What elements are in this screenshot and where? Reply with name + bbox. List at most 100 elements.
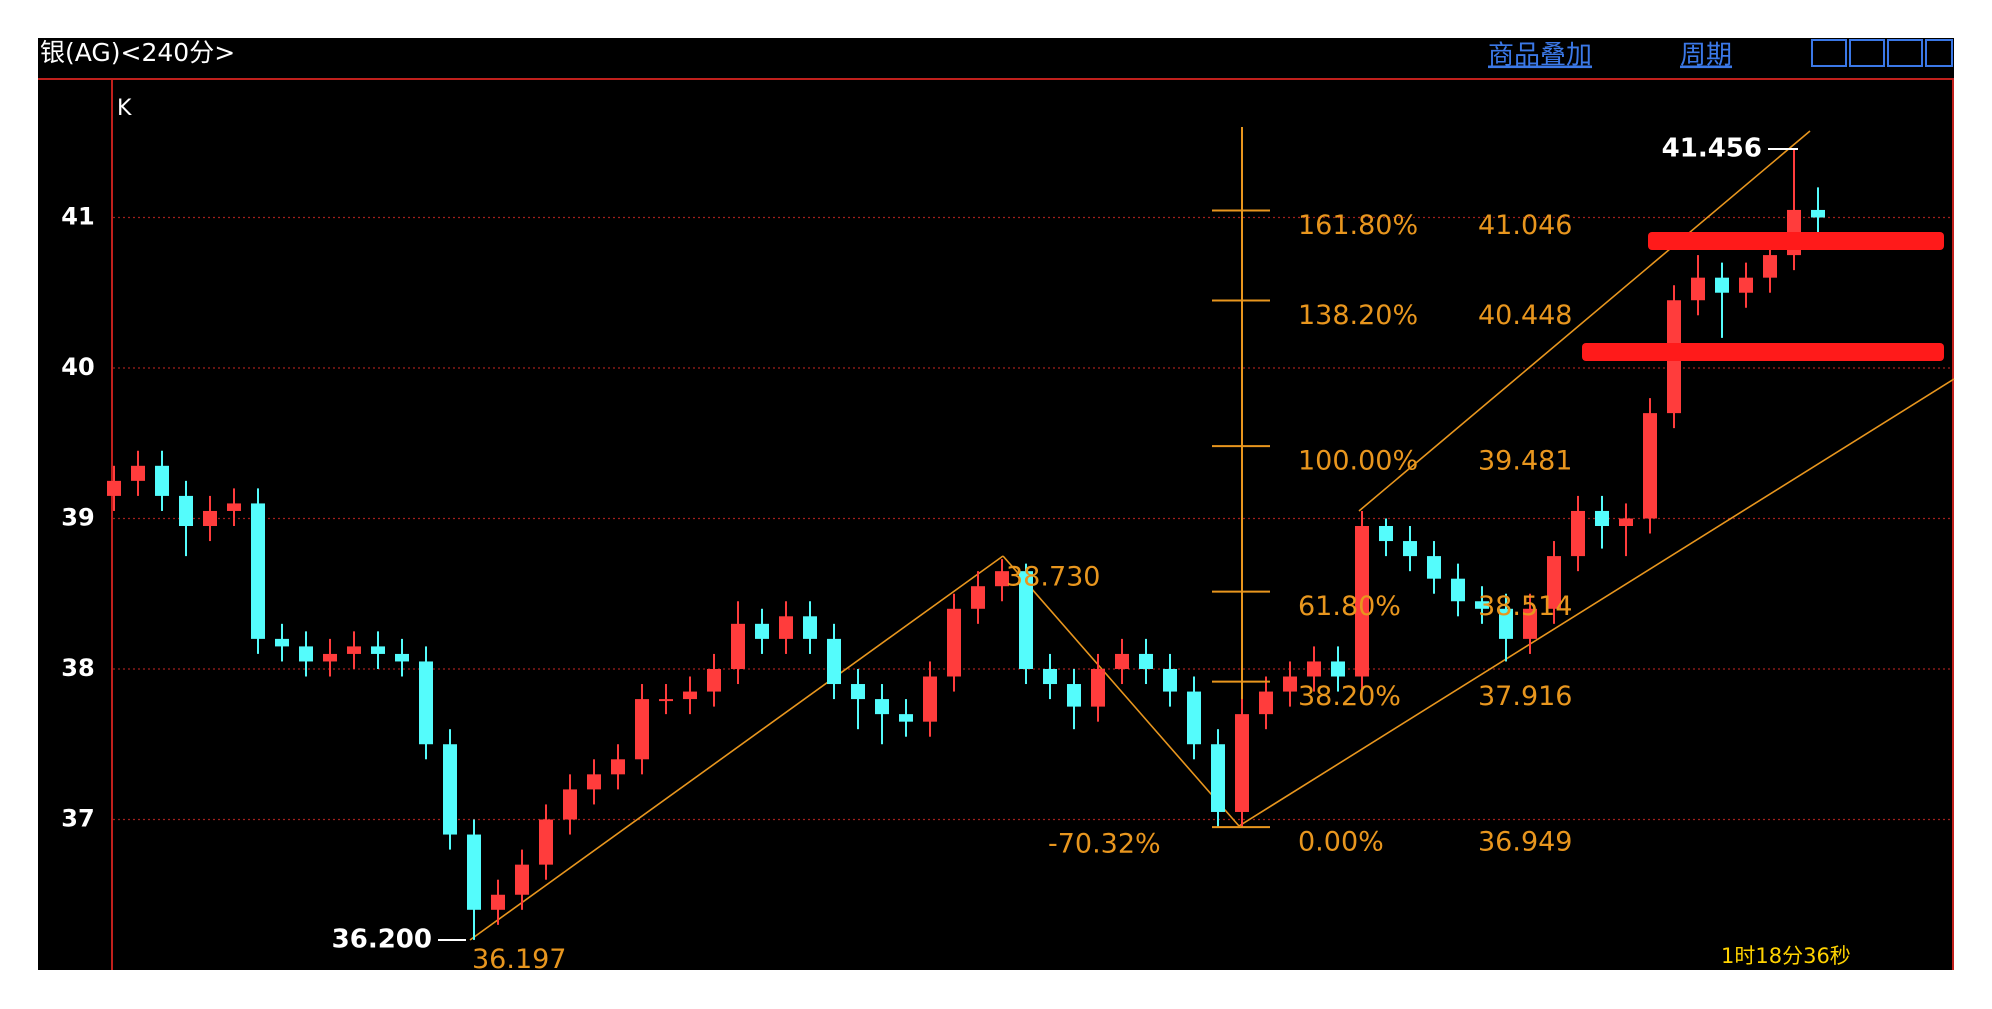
candle-body [155, 465, 169, 496]
candle-body [755, 623, 769, 639]
candle-body [131, 465, 145, 481]
candle-body [1331, 661, 1345, 677]
retracement-label: -70.32% [1048, 829, 1161, 860]
candle-body [707, 668, 721, 692]
window-title: 银(AG)<240分> [40, 38, 235, 67]
candle-body [1643, 413, 1657, 519]
fib-ratio: 161.80% [1298, 210, 1418, 241]
annotation: 38.730 [1006, 562, 1100, 593]
candle-body [971, 586, 985, 609]
candle-body [395, 653, 409, 662]
fib-ratio: 100.00% [1298, 446, 1418, 477]
fib-ratio: 61.80% [1298, 591, 1401, 622]
candle-body [1523, 608, 1537, 639]
candle-body [299, 646, 313, 662]
candle-body [539, 819, 553, 865]
candle-body [467, 834, 481, 910]
y-tick-label: 39 [61, 503, 94, 531]
candle-body [1403, 541, 1417, 557]
drawn-level [1648, 232, 1944, 250]
candle-body [1499, 608, 1513, 639]
link[interactable]: 周期 [1680, 41, 1732, 71]
candle-body [659, 699, 673, 702]
fib-ratio: 138.20% [1298, 300, 1418, 331]
nav-icons[interactable] [1811, 39, 1953, 67]
candle-body [1691, 277, 1705, 301]
candle-body [899, 714, 913, 722]
trend-lines [469, 130, 1955, 941]
chart-background [38, 38, 1954, 970]
fib-price: 39.481 [1478, 446, 1572, 477]
candle-body [779, 616, 793, 639]
candle-body [275, 638, 289, 647]
candle-body [371, 646, 385, 654]
candle-body [803, 616, 817, 639]
fib-price: 38.514 [1478, 591, 1572, 622]
fib-price: 37.916 [1478, 681, 1572, 712]
candle-body [1451, 578, 1465, 602]
candle-body [875, 699, 889, 715]
candle-body [683, 691, 697, 700]
candle-body [611, 759, 625, 775]
candle-body [995, 571, 1009, 587]
candle-body [1619, 518, 1633, 527]
candle-body [515, 864, 529, 895]
candle-body [851, 684, 865, 700]
candle-body [1259, 691, 1273, 715]
candle-body [1067, 684, 1081, 707]
candle-body [1115, 653, 1129, 669]
candle-body [323, 653, 337, 662]
candle-body [1283, 676, 1297, 692]
drawn-level [1582, 343, 1944, 361]
y-tick-label: 40 [61, 353, 94, 381]
candle-body [1235, 714, 1249, 812]
candle-body [827, 638, 841, 685]
y-tick-label: 37 [61, 804, 94, 832]
candle-body [1811, 209, 1825, 218]
candle-body [923, 676, 937, 722]
candle-body [1379, 526, 1393, 542]
candle-body [227, 503, 241, 511]
candle-body [1139, 653, 1153, 669]
candle-body [107, 480, 121, 496]
candle-body [251, 503, 265, 639]
candle-body [347, 646, 361, 654]
candle-body [1043, 668, 1057, 685]
candle-body [563, 789, 577, 820]
link[interactable]: 商品叠加 [1488, 41, 1592, 71]
y-tick-label: 38 [61, 654, 94, 682]
candle-body [1571, 510, 1585, 557]
candle-body [1019, 571, 1033, 669]
candle-body [1739, 277, 1753, 293]
fib-ratio: 0.00% [1298, 827, 1384, 858]
panel-label: K [117, 96, 132, 121]
candle-body [419, 661, 433, 745]
timer: 1时18分36秒 [1721, 944, 1851, 968]
candle-body [947, 608, 961, 677]
annotation: 36.197 [472, 944, 566, 975]
candle-body [443, 744, 457, 835]
candle-body [1211, 744, 1225, 812]
fib-price: 41.046 [1478, 210, 1572, 241]
fib-ratio: 38.20% [1298, 681, 1401, 712]
candle-body [1163, 668, 1177, 692]
candle-body [1355, 526, 1369, 677]
candle-body [1715, 277, 1729, 293]
y-tick-label: 41 [61, 202, 94, 230]
candle-body [1547, 556, 1561, 609]
annotation: 36.200 [332, 924, 432, 954]
candle-body [491, 894, 505, 910]
candle-body [1595, 510, 1609, 527]
fib-price: 36.949 [1478, 827, 1572, 858]
candle-body [1307, 661, 1321, 677]
candle-body [179, 495, 193, 527]
candle-body [1475, 601, 1489, 609]
candle-body [1091, 668, 1105, 707]
fib-price: 40.448 [1478, 300, 1572, 331]
candle-body [1187, 691, 1201, 745]
candle-body [1763, 255, 1777, 278]
candle-body [635, 699, 649, 760]
candle-body [731, 623, 745, 669]
candle-body [587, 774, 601, 790]
